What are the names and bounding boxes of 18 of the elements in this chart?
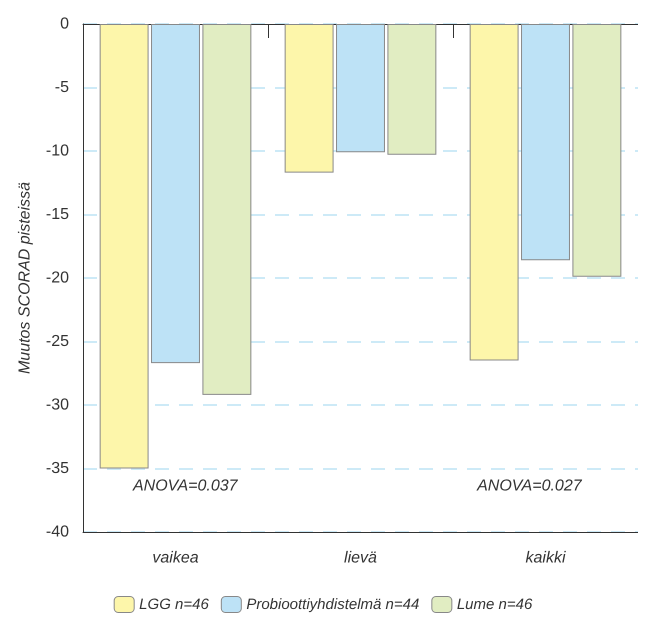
- y-tick-label: -15: [46, 206, 70, 223]
- x-tick-label: kaikki: [525, 550, 566, 566]
- legend-label: Probioottiyhdistelmä n=44: [246, 596, 420, 613]
- y-tick-label: -10: [46, 142, 70, 160]
- annotation: ANOVA=0.037: [132, 478, 239, 494]
- y-tick-label: 0: [60, 16, 70, 32]
- y-tick-label: -35: [46, 460, 70, 477]
- y-tick-label: -5: [54, 79, 70, 96]
- y-tick-label: -25: [46, 333, 70, 350]
- x-tick-label: vaikea: [152, 550, 199, 566]
- legend-label: LGG n=46: [139, 596, 210, 613]
- y-tick-label: -40: [46, 524, 70, 540]
- y-axis-title: Muutos SCORAD pisteissä: [16, 182, 34, 374]
- y-tick-label: -20: [46, 270, 70, 286]
- legend-label: Lume n=46: [456, 596, 533, 613]
- annotation: ANOVA=0.027: [476, 478, 583, 494]
- y-tick-label: -30: [46, 396, 70, 414]
- x-tick-label: lievä: [344, 550, 378, 566]
